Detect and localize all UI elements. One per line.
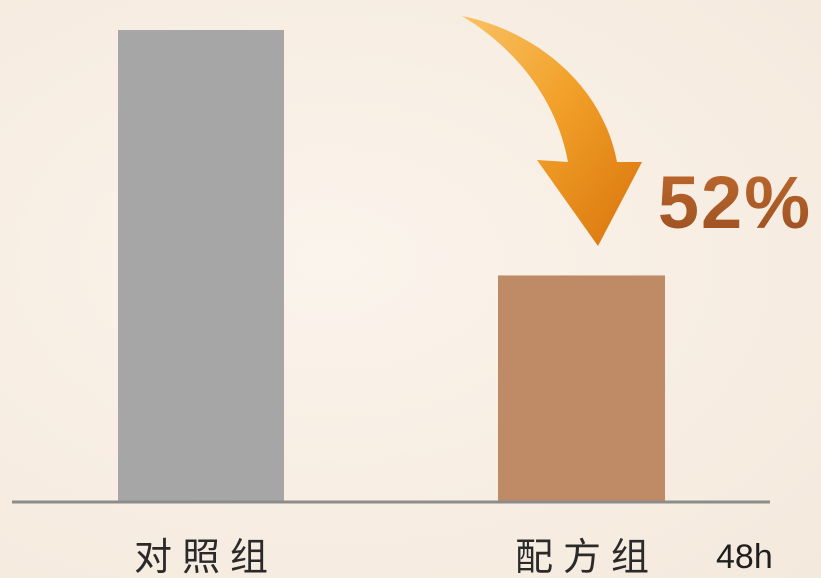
x-tick-label-formula: 配方组	[515, 535, 659, 578]
curved-down-arrow-icon	[462, 16, 642, 246]
bar-formula-group	[498, 275, 665, 502]
time-point-label: 48h	[716, 538, 773, 576]
bar-control-group	[118, 30, 284, 502]
x-tick-label-control: 对照组	[134, 535, 278, 578]
reduction-percent-label: 52%	[658, 161, 812, 244]
